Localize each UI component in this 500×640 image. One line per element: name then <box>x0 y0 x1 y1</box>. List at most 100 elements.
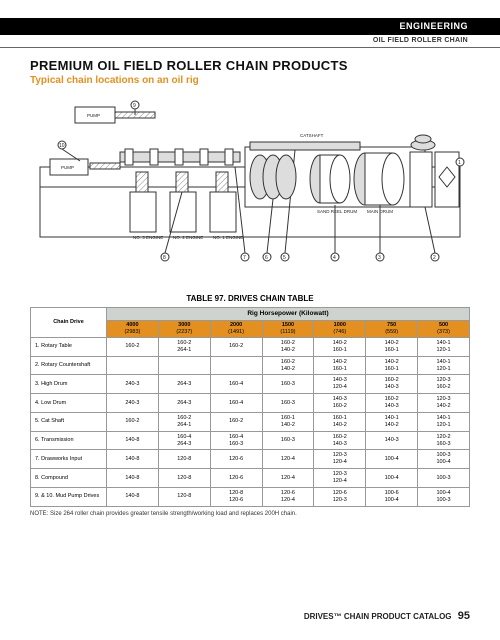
chain-cell: 120-3120-4 <box>314 469 366 488</box>
chain-cell: 140-2160-1 <box>366 337 418 356</box>
hp-col: 1500(1119) <box>262 321 314 338</box>
table-row: 5. Cat Shaft160-2160-2264-1160-2160-1140… <box>31 412 470 431</box>
svg-text:8: 8 <box>163 255 166 261</box>
chain-cell: 160-2264-1 <box>158 412 210 431</box>
chain-cell: 160-2 <box>107 337 159 356</box>
chain-cell: 100-4 <box>366 469 418 488</box>
svg-text:CATSHAFT: CATSHAFT <box>300 133 324 138</box>
svg-text:PUMP: PUMP <box>87 113 100 118</box>
drive-cell: 8. Compound <box>31 469 107 488</box>
svg-text:NO. 2 ENGINE: NO. 2 ENGINE <box>173 235 203 240</box>
svg-text:5: 5 <box>283 255 286 261</box>
drive-cell: 2. Rotary Countershaft <box>31 356 107 375</box>
hp-col: 3000(2237) <box>158 321 210 338</box>
chain-cell: 120-6120-4 <box>262 487 314 506</box>
svg-text:2: 2 <box>433 255 436 261</box>
svg-text:4: 4 <box>333 255 336 261</box>
subsection-title: OIL FIELD ROLLER CHAIN <box>373 37 468 44</box>
chain-cell: 140-1120-1 <box>418 337 470 356</box>
chain-cell: 120-8120-6 <box>210 487 262 506</box>
chain-cell: 120-3120-4 <box>314 450 366 469</box>
chain-cell: 140-3 <box>366 431 418 450</box>
chain-cell: 140-2160-1 <box>366 356 418 375</box>
svg-text:PUMP: PUMP <box>61 165 74 170</box>
chain-cell: 160-4 <box>210 375 262 394</box>
page-title: PREMIUM OIL FIELD ROLLER CHAIN PRODUCTS <box>30 58 470 73</box>
drive-cell: 9. & 10. Mud Pump Drives <box>31 487 107 506</box>
chain-cell: 160-2140-3 <box>314 431 366 450</box>
chain-cell <box>210 356 262 375</box>
hp-col: 1000(746) <box>314 321 366 338</box>
chain-cell: 160-2264-1 <box>158 337 210 356</box>
table-body: 1. Rotary Table160-2160-2264-1160-2160-2… <box>31 337 470 506</box>
table-row: 9. & 10. Mud Pump Drives140-8120-8120-81… <box>31 487 470 506</box>
rig-diagram-svg: PUMP PUMP 9 10 <box>35 97 465 287</box>
chain-cell: 120-4 <box>262 450 314 469</box>
chain-cell: 240-3 <box>107 375 159 394</box>
table-row: 8. Compound140-8120-8120-6120-4120-3120-… <box>31 469 470 488</box>
chain-cell: 140-8 <box>107 487 159 506</box>
footer-page: 95 <box>458 610 470 622</box>
chain-cell: 160-2 <box>210 337 262 356</box>
chain-cell: 140-8 <box>107 469 159 488</box>
chain-cell: 160-4 <box>210 394 262 413</box>
svg-text:3: 3 <box>378 255 381 261</box>
chain-cell: 140-3160-2 <box>314 394 366 413</box>
chain-cell: 120-6120-3 <box>314 487 366 506</box>
drive-cell: 4. Low Drum <box>31 394 107 413</box>
chain-cell: 264-3 <box>158 394 210 413</box>
footer: DRIVES™ CHAIN PRODUCT CATALOG 95 <box>304 610 470 622</box>
chain-cell: 160-2140-2 <box>262 337 314 356</box>
chain-cell: 140-3120-4 <box>314 375 366 394</box>
section-title: ENGINEERING <box>399 21 468 31</box>
hp-col: 500(373) <box>418 321 470 338</box>
chain-cell: 160-2 <box>107 412 159 431</box>
chain-cell: 140-1120-1 <box>418 412 470 431</box>
chain-cell: 160-2140-3 <box>366 394 418 413</box>
drive-cell: 5. Cat Shaft <box>31 412 107 431</box>
chain-cell: 140-1120-1 <box>418 356 470 375</box>
chain-cell: 240-3 <box>107 394 159 413</box>
transmission <box>250 155 296 199</box>
hp-col: 4000(2983) <box>107 321 159 338</box>
chain-cell: 120-8 <box>158 450 210 469</box>
chain-cell: 160-4264-3 <box>158 431 210 450</box>
chain-cell: 160-1140-2 <box>262 412 314 431</box>
chain-cell: 100-3100-4 <box>418 450 470 469</box>
header-bar: ENGINEERING <box>0 18 500 35</box>
table-row: 3. High Drum240-3264-3160-4160-3140-3120… <box>31 375 470 394</box>
svg-text:NO. 3 ENGINE: NO. 3 ENGINE <box>133 235 163 240</box>
chain-cell: 100-4 <box>366 450 418 469</box>
chain-cell: 160-3 <box>262 375 314 394</box>
chain-cell: 120-8 <box>158 469 210 488</box>
svg-text:SAND REEL DRUM: SAND REEL DRUM <box>317 209 357 214</box>
page-subtitle: Typical chain locations on an oil rig <box>30 75 470 86</box>
svg-text:9: 9 <box>133 103 136 109</box>
hp-col: 750(559) <box>366 321 418 338</box>
svg-text:NO. 1 ENGINE: NO. 1 ENGINE <box>213 235 243 240</box>
chain-cell: 120-6 <box>210 450 262 469</box>
chain-cell: 120-4 <box>262 469 314 488</box>
chain-cell: 140-2160-1 <box>314 356 366 375</box>
rig-diagram: PUMP PUMP 9 10 <box>30 92 470 292</box>
svg-text:1: 1 <box>458 160 461 166</box>
chain-cell: 120-3160-2 <box>418 375 470 394</box>
chain-cell: 100-6100-4 <box>366 487 418 506</box>
chain-cell: 160-3 <box>262 394 314 413</box>
chain-cell: 100-3 <box>418 469 470 488</box>
table-row: 2. Rotary Countershaft160-2140-2140-2160… <box>31 356 470 375</box>
chain-cell: 140-1140-2 <box>366 412 418 431</box>
col-chain-drive: Chain Drive <box>31 308 107 338</box>
chain-cell: 120-3140-2 <box>418 394 470 413</box>
svg-text:10: 10 <box>59 143 65 149</box>
drive-cell: 1. Rotary Table <box>31 337 107 356</box>
table-note: NOTE: Size 264 roller chain provides gre… <box>30 511 470 517</box>
hp-col: 2000(1491) <box>210 321 262 338</box>
drives-chain-table: Chain Drive Rig Horsepower (Kilowatt) 40… <box>30 307 470 507</box>
chain-cell <box>107 356 159 375</box>
chain-cell: 100-4100-3 <box>418 487 470 506</box>
chain-cell: 160-2140-3 <box>366 375 418 394</box>
footer-catalog: DRIVES™ CHAIN PRODUCT CATALOG <box>304 612 452 621</box>
chain-cell: 160-1140-2 <box>314 412 366 431</box>
table-row: 1. Rotary Table160-2160-2264-1160-2160-2… <box>31 337 470 356</box>
